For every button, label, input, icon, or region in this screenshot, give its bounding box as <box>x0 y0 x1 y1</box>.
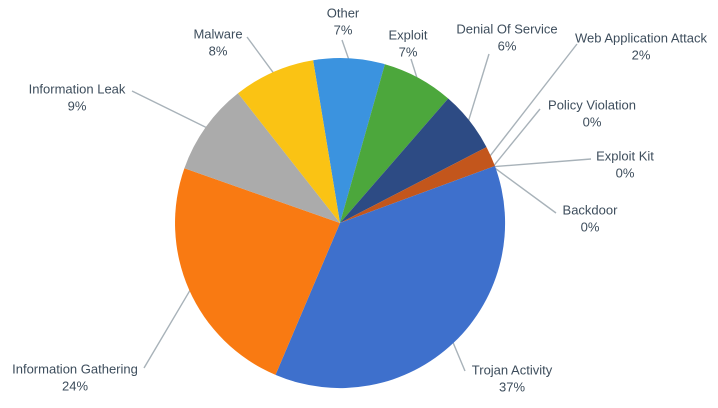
slice-label-name: Other <box>327 6 360 21</box>
slice-label-name: Denial Of Service <box>456 22 557 37</box>
slice-label-denial-of-service: Denial Of Service 6% <box>456 22 557 54</box>
slice-label-exploit: Exploit 7% <box>388 28 427 60</box>
leader-line-web-application-attack <box>488 43 578 158</box>
leader-line-denial-of-service <box>467 53 490 123</box>
leader-line-backdoor <box>492 166 557 214</box>
pie-slice-information-gathering <box>175 168 340 375</box>
slice-label-backdoor: Backdoor 0% <box>563 203 619 235</box>
leader-line-other <box>341 39 350 61</box>
slice-label-trojan-activity: Trojan Activity 37% <box>472 363 553 395</box>
slice-label-percent: 0% <box>583 115 602 130</box>
slice-label-information-leak: Information Leak 9% <box>29 82 126 114</box>
slice-label-percent: 8% <box>209 44 228 59</box>
slice-label-percent: 2% <box>632 48 651 63</box>
pie-slices <box>175 57 506 389</box>
slice-label-name: Malware <box>193 27 242 42</box>
slice-label-information-gathering: Information Gathering 24% <box>12 362 138 394</box>
slice-label-name: Information Leak <box>29 82 126 97</box>
slice-label-percent: 7% <box>334 23 353 38</box>
slice-label-percent: 37% <box>499 380 525 395</box>
slice-label-percent: 9% <box>68 99 87 114</box>
slice-label-other: Other 7% <box>327 6 360 38</box>
slice-labels: Other 7% Exploit 7% Denial Of Service 6% Web A… <box>12 6 707 395</box>
leader-line-exploit <box>410 58 419 80</box>
pie-slice-information-leak <box>184 93 340 223</box>
slice-label-name: Exploit <box>388 28 427 43</box>
slice-label-name: Trojan Activity <box>472 363 553 378</box>
slice-label-malware: Malware 8% <box>193 27 242 59</box>
leader-line-information-leak <box>131 90 208 129</box>
pie-slice-malware <box>238 60 340 224</box>
slice-label-name: Backdoor <box>563 203 619 218</box>
leader-line-exploit-kit <box>492 158 592 168</box>
slice-label-name: Exploit Kit <box>596 149 654 164</box>
pie-slice-web-application-attack <box>340 147 495 223</box>
leader-line-information-gathering <box>143 288 192 369</box>
leader-line-trojan-activity <box>451 340 466 372</box>
slice-label-name: Policy Violation <box>548 98 636 113</box>
slice-label-percent: 7% <box>399 45 418 60</box>
slice-label-percent: 24% <box>62 379 88 394</box>
slice-label-web-application-attack: Web Application Attack 2% <box>575 31 708 63</box>
slice-label-name: Web Application Attack <box>575 31 708 46</box>
pie-slice-exploit <box>340 64 449 223</box>
pie-slice-trojan-activity <box>275 166 506 389</box>
slice-label-percent: 0% <box>581 220 600 235</box>
leader-lines <box>131 36 592 372</box>
slice-label-exploit-kit: Exploit Kit 0% <box>596 149 654 181</box>
slice-label-percent: 6% <box>498 39 517 54</box>
leader-line-malware <box>246 36 275 75</box>
slice-label-name: Information Gathering <box>12 362 138 377</box>
pie-slice-denial-of-service <box>340 98 487 223</box>
pie-slice-other <box>313 57 385 223</box>
leader-line-policy-violation <box>492 108 541 168</box>
slice-label-policy-violation: Policy Violation 0% <box>548 98 636 130</box>
slice-label-percent: 0% <box>616 166 635 181</box>
